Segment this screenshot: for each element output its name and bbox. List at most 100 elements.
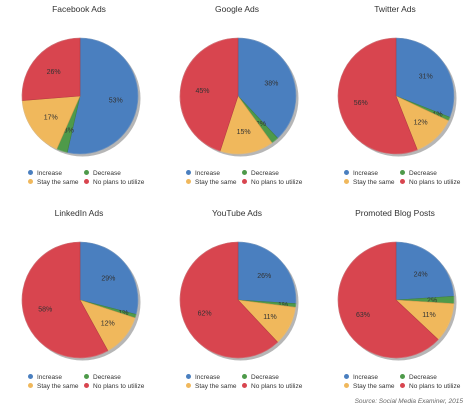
pie-rim — [179, 37, 297, 155]
pie-rim — [21, 37, 139, 155]
legend-item-decrease: Decrease — [400, 373, 437, 382]
legend-label: Stay the same — [37, 383, 79, 390]
pie-panel: YouTube Ads 26% 1% 11% 62% Increase Decrease St… — [158, 204, 316, 408]
legend-item-same: Stay the same — [186, 382, 237, 391]
legend-swatch — [84, 169, 89, 175]
chart-title: Google Ads — [215, 4, 259, 14]
legend-item-increase: Increase — [186, 169, 220, 178]
pie-rim — [179, 241, 297, 359]
legend-item-increase: Increase — [28, 169, 62, 178]
slice-label: 2% — [256, 121, 266, 128]
legend-swatch — [242, 373, 247, 379]
legend-swatch — [186, 169, 191, 175]
legend-swatch — [400, 373, 405, 379]
legend-label: No plans to utilize — [251, 179, 303, 186]
legend-swatch — [186, 178, 191, 184]
slice-label: 58% — [38, 306, 52, 313]
legend-swatch — [186, 382, 191, 388]
legend-label: No plans to utilize — [251, 383, 303, 390]
source-note: Source: Social Media Examiner, 2015 — [354, 398, 463, 405]
pie-chart: 29% 1%12% 58% — [21, 241, 141, 361]
legend-label: Increase — [37, 170, 62, 177]
legend-swatch — [84, 178, 89, 184]
slice-label: 15% — [237, 129, 251, 136]
legend-item-decrease: Decrease — [84, 373, 121, 382]
legend-item-same: Stay the same — [28, 178, 79, 187]
pie-panel: Promoted Blog Posts 24% 2% 11% 63% Increase De… — [316, 204, 474, 408]
slice-label: 12% — [101, 320, 115, 327]
pie-rim — [21, 241, 139, 359]
pie-rim — [337, 241, 455, 359]
legend-item-same: Stay the same — [28, 382, 79, 391]
legend-label: Decrease — [409, 170, 437, 177]
slice-label: 1% — [118, 310, 128, 317]
legend-item-same: Stay the same — [344, 382, 395, 391]
legend-swatch — [400, 382, 405, 388]
slice-label: 63% — [356, 312, 370, 319]
chart-title: LinkedIn Ads — [54, 208, 104, 218]
pie-slice-increase — [66, 37, 139, 155]
legend-item-decrease: Decrease — [84, 169, 121, 178]
pie-slice-increase — [237, 241, 297, 304]
slice-label: 56% — [354, 100, 368, 107]
legend-swatch — [344, 169, 349, 175]
slice-label: 11% — [422, 312, 436, 319]
legend-label: No plans to utilize — [409, 179, 461, 186]
pie-rim — [337, 37, 455, 155]
slice-label: 12% — [414, 120, 428, 127]
legend-item-decrease: Decrease — [242, 373, 279, 382]
chart-title: Promoted Blog Posts — [355, 208, 435, 218]
pie-panel: LinkedIn Ads 29% 1% 12% 58% Increase Decrease S… — [0, 204, 158, 408]
legend-item-same: Stay the same — [186, 178, 237, 187]
legend-label: Stay the same — [353, 179, 395, 186]
slice-label: 62% — [198, 311, 212, 318]
pie-slice-same — [21, 95, 81, 150]
legend-item-no-plans: No plans to utilize — [242, 178, 303, 187]
legend-item-decrease: Decrease — [242, 169, 279, 178]
legend-item-no-plans: No plans to utilize — [84, 178, 145, 187]
legend-item-decrease: Decrease — [400, 169, 437, 178]
slice-label: 17% — [44, 114, 58, 121]
legend-label: Decrease — [409, 374, 437, 381]
pie-slice-no-plans — [337, 241, 439, 359]
pie-chart: 53% 3% 17% 26% — [21, 37, 141, 157]
pie-slice-increase — [79, 241, 139, 315]
legend-item-no-plans: No plans to utilize — [400, 178, 461, 187]
slice-label: 26% — [47, 69, 61, 76]
slice-label: 29% — [101, 276, 115, 283]
legend-label: Increase — [195, 170, 220, 177]
legend-swatch — [344, 178, 349, 184]
legend-label: Stay the same — [195, 383, 237, 390]
legend-label: No plans to utilize — [93, 383, 145, 390]
pie-panel: Google Ads 38% 2% 15% 45% Increase Decrease Sta… — [158, 0, 316, 204]
pie-chart: 38% 2% 15% 45% — [179, 37, 299, 157]
legend-label: Decrease — [251, 170, 279, 177]
legend-item-increase: Increase — [344, 373, 378, 382]
pie-panel: Twitter Ads 31% 1% 12% 56% Increase Decrease St… — [316, 0, 474, 204]
pie-slice-increase — [395, 37, 455, 118]
legend-label: Increase — [37, 374, 62, 381]
pie-slice-no-plans — [21, 241, 109, 359]
slice-label: 3% — [64, 128, 74, 135]
legend-label: Stay the same — [37, 179, 79, 186]
legend-label: Decrease — [251, 374, 279, 381]
slice-label: 24% — [414, 271, 428, 278]
legend-swatch — [28, 382, 33, 388]
legend-swatch — [28, 169, 33, 175]
legend-swatch — [84, 373, 89, 379]
chart-title: Twitter Ads — [374, 4, 416, 14]
legend-label: Decrease — [93, 170, 121, 177]
slice-label: 45% — [195, 88, 209, 95]
legend-label: No plans to utilize — [93, 179, 145, 186]
legend-label: Stay the same — [195, 179, 237, 186]
slice-label: 31% — [419, 73, 433, 80]
legend-swatch — [242, 169, 247, 175]
pie-slice-no-plans — [21, 37, 81, 101]
legend-swatch — [84, 382, 89, 388]
chart-title: YouTube Ads — [212, 208, 262, 218]
legend-label: No plans to utilize — [409, 383, 461, 390]
legend-item-same: Stay the same — [344, 178, 395, 187]
chart-title: Facebook Ads — [52, 4, 106, 14]
slice-label: 1% — [278, 302, 288, 309]
pie-slice-no-plans — [179, 37, 239, 152]
